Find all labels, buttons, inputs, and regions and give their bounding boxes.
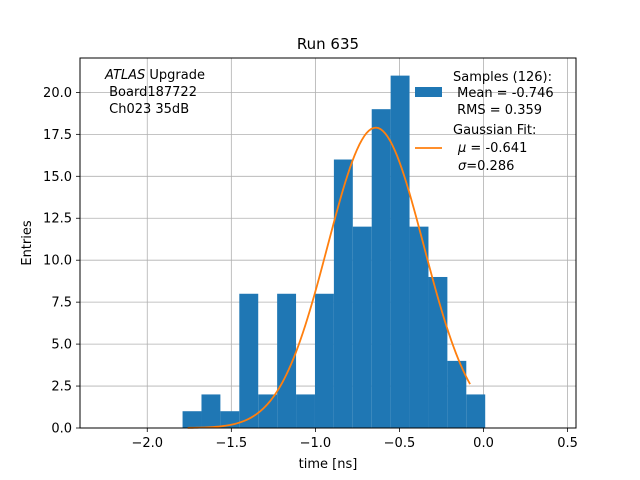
legend-samples-title: Samples (126): — [453, 70, 552, 85]
legend-fit-title: Gaussian Fit: — [453, 123, 536, 138]
histogram-bar — [409, 226, 429, 428]
histogram-bar — [390, 75, 410, 428]
histogram-bar — [333, 159, 353, 428]
y-tick-label: 0.0 — [51, 422, 72, 437]
y-tick-label: 15.0 — [43, 170, 72, 185]
y-tick-label: 17.5 — [43, 128, 72, 143]
x-tick-label: 0.5 — [557, 436, 578, 451]
histogram-bar — [258, 394, 278, 428]
histogram-bar — [371, 109, 391, 428]
y-tick-label: 12.5 — [43, 212, 72, 227]
y-tick-label: 7.5 — [51, 296, 72, 311]
legend: Samples (126): Mean = -0.746 RMS = 0.359… — [415, 70, 554, 174]
histogram-bar — [296, 394, 315, 428]
histogram-bar — [447, 360, 467, 428]
annotation-line-2: Board187722 — [105, 85, 197, 100]
histogram-bar — [314, 293, 334, 428]
x-axis-title: time [ns] — [299, 457, 358, 472]
legend-samples-rms: RMS = 0.359 — [453, 103, 542, 118]
y-tick-label: 10.0 — [43, 254, 72, 269]
mu-value: = -0.641 — [466, 141, 527, 156]
x-tick-label: 0.0 — [473, 436, 494, 451]
y-axis-title: Entries — [20, 220, 35, 266]
histogram-bar — [239, 293, 259, 428]
y-tick-label: 5.0 — [51, 338, 72, 353]
x-axis-ticks: −2.0 −1.5 −1.0 −0.5 0.0 0.5 — [131, 428, 578, 451]
chart-title: Run 635 — [297, 35, 359, 53]
histogram-bars — [182, 75, 486, 428]
x-tick-label: −1.0 — [300, 436, 332, 451]
legend-samples-mean: Mean = -0.746 — [453, 86, 554, 101]
x-tick-label: −0.5 — [384, 436, 416, 451]
sigma-value: =0.286 — [466, 159, 514, 174]
y-tick-label: 20.0 — [43, 86, 72, 101]
histogram-bar — [352, 226, 372, 428]
legend-fit-sigma: σ=0.286 — [458, 159, 514, 174]
legend-swatch-samples — [415, 87, 442, 97]
fit-layer — [187, 126, 471, 429]
atlas-label: ATLAS — [104, 68, 145, 83]
gaussian-fit-line — [187, 126, 471, 429]
sigma-symbol: σ — [458, 159, 467, 174]
histogram-bar — [182, 411, 202, 428]
annotation-line-3: Ch023 35dB — [105, 102, 189, 117]
legend-fit-mu: μ = -0.641 — [457, 141, 527, 156]
y-tick-label: 2.5 — [51, 380, 72, 395]
annotation-line-1: ATLAS Upgrade — [104, 68, 205, 83]
mu-symbol: μ — [457, 141, 466, 156]
x-tick-label: −1.5 — [216, 436, 248, 451]
histogram-bar — [466, 394, 486, 428]
histogram-bar — [201, 394, 221, 428]
histogram-bar — [277, 293, 297, 428]
annotation-box: ATLAS Upgrade Board187722 Ch023 35dB — [104, 68, 205, 117]
upgrade-label: Upgrade — [145, 68, 205, 83]
y-axis-ticks: 0.0 2.5 5.0 7.5 10.0 12.5 15.0 17.5 20.0 — [43, 86, 80, 437]
plot-frame — [79, 57, 577, 429]
x-tick-label: −2.0 — [131, 436, 163, 451]
